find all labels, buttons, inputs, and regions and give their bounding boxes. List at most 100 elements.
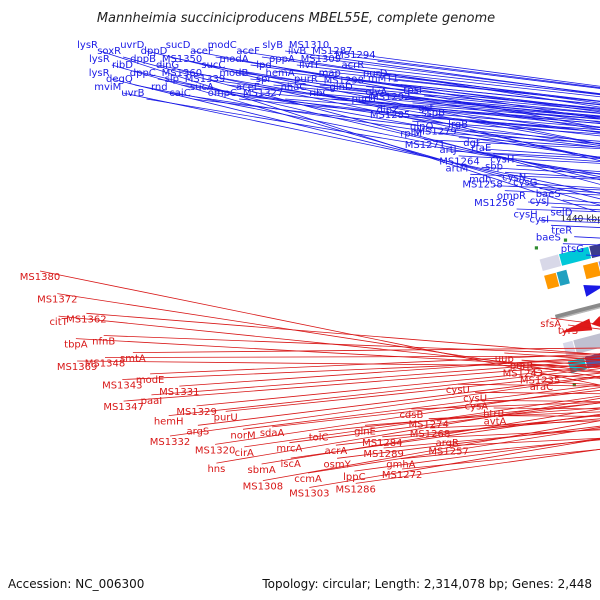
reverse-gene-label: MS1272 xyxy=(382,470,422,481)
forward-leader-line xyxy=(308,56,600,95)
reverse-gene-label: gmhA xyxy=(386,460,415,471)
forward-gene-label: dinG xyxy=(156,60,179,71)
forward-gene-label: nhaC xyxy=(281,82,307,93)
reverse-gene-label: MS1320 xyxy=(195,445,235,456)
forward-leader-line xyxy=(319,70,600,102)
forward-gene-label: ribD xyxy=(112,60,133,71)
reverse-gene-label: cirA xyxy=(235,448,254,459)
forward-gene-label: ptsG xyxy=(561,244,584,255)
forward-gene-label: dppB xyxy=(130,54,156,65)
reverse-leader-line xyxy=(215,387,600,445)
forward-leader-line xyxy=(261,56,600,104)
forward-gene-label: purR xyxy=(294,74,318,85)
reverse-gene-label: MS1284 xyxy=(362,438,402,449)
forward-leader-line xyxy=(354,92,600,114)
forward-leader-line xyxy=(377,60,600,89)
reverse-gene-label: MS1331 xyxy=(159,387,199,398)
reverse-leader-line xyxy=(355,448,600,484)
reverse-leader-line xyxy=(402,448,600,470)
reverse-gene-label: tbpA xyxy=(64,340,88,351)
forward-gene-label: dgt xyxy=(463,138,480,149)
forward-gene-label: dppD xyxy=(141,46,168,57)
map-title: Mannheimia succiniciproducens MBEL55E, c… xyxy=(97,11,495,26)
reverse-leader-line xyxy=(122,358,600,380)
forward-leader-line xyxy=(377,104,600,122)
forward-gene-label: spr xyxy=(256,74,273,85)
forward-gene-label: dppC xyxy=(130,68,156,79)
forward-leader-line xyxy=(134,70,600,181)
reverse-gene-label: acrA xyxy=(325,446,348,457)
reverse-gene-label: iscA xyxy=(281,459,301,470)
forward-gene-label: MS1360 xyxy=(162,68,202,79)
reverse-leader-line xyxy=(411,401,600,410)
reverse-gene-label: ccmA xyxy=(294,474,322,485)
forward-gene-label: slp xyxy=(165,74,179,85)
reverse-gene-label: mrcA xyxy=(276,444,302,455)
reverse-leader-line xyxy=(86,312,600,355)
forward-leader-line xyxy=(146,98,600,175)
gene-arrow xyxy=(591,316,600,327)
reverse-gene-label: glnE xyxy=(354,426,376,437)
reverse-leader-line xyxy=(318,402,600,432)
forward-gene-label: MS1271 xyxy=(405,140,445,151)
reverse-gene-label: MS1372 xyxy=(37,295,77,306)
forward-gene-label: purD xyxy=(363,69,388,80)
forward-gene-label: ompC xyxy=(208,88,237,99)
reverse-gene-label: sbmA xyxy=(248,465,276,476)
kbp-ticks: 1440 kbp1420 kbp1400 kbp1380 kbp1360 kbp… xyxy=(560,215,600,225)
reverse-gene-label: MS1243 xyxy=(503,368,543,379)
forward-leader-line xyxy=(273,70,600,110)
forward-gene-label: rplM xyxy=(400,129,422,140)
reverse-gene-label: MS1380 xyxy=(20,272,60,283)
reverse-gene-label: uup xyxy=(495,354,514,365)
forward-gene-label: MS1292 xyxy=(370,92,410,103)
forward-gene-label: uvrB xyxy=(121,88,144,99)
reverse-gene-label: sfsA xyxy=(540,319,561,330)
feature-track xyxy=(534,238,568,250)
reverse-leader-line xyxy=(150,353,600,375)
reverse-gene-label: MS1235 xyxy=(520,375,560,386)
reverse-gene-label: argS xyxy=(187,426,210,437)
forward-gene-label: lysR xyxy=(77,40,98,51)
reverse-gene-label: MS1286 xyxy=(335,484,375,495)
reverse-gene-label: MS1268 xyxy=(410,429,450,440)
forward-gene-label: modC xyxy=(208,40,237,51)
feature-block xyxy=(539,254,562,271)
forward-gene-label: oppA xyxy=(269,54,295,65)
forward-leader-line xyxy=(285,98,600,124)
forward-gene-label: MS1287 xyxy=(312,46,352,57)
forward-leader-line xyxy=(285,50,600,95)
forward-gene-label: lpd xyxy=(256,60,271,71)
reverse-gene-label: cdsB xyxy=(399,410,423,421)
gc-dot xyxy=(572,383,576,387)
reverse-gene-label: MS1332 xyxy=(150,437,190,448)
forward-gene-label: MS1310 xyxy=(289,40,329,51)
forward-leader-line xyxy=(366,70,600,98)
reverse-gene-label: cysU xyxy=(446,385,470,396)
reverse-leader-line xyxy=(309,438,600,488)
forward-gene-label: artM xyxy=(446,163,469,174)
forward-leader-line xyxy=(365,86,600,109)
accession-text: Accession: NC_006300 xyxy=(8,577,144,591)
reverse-leader-line xyxy=(261,408,600,465)
forward-gene-label: map xyxy=(319,68,341,79)
reverse-gene-label: nfnB xyxy=(92,337,115,348)
forward-leader-line xyxy=(319,84,600,111)
forward-leader-line xyxy=(250,64,600,113)
forward-leader-line xyxy=(123,92,600,194)
forward-leader-line xyxy=(308,92,600,118)
feature-block xyxy=(544,272,560,290)
forward-gene-label: MS1294 xyxy=(335,50,375,61)
forward-gene-label: hemA xyxy=(266,68,295,79)
forward-gene-label: sspB xyxy=(421,108,445,119)
reverse-gene-label: purU xyxy=(214,412,238,423)
reverse-gene-label: paaI xyxy=(141,396,163,407)
reverse-gene-label: MS1343 xyxy=(102,381,142,392)
reverse-leader-line xyxy=(364,407,600,426)
reverse-gene-label: MS1289 xyxy=(363,449,403,460)
forward-leader-line xyxy=(400,115,600,131)
forward-gene-label: mviM xyxy=(94,82,121,93)
reverse-gene-label: hns xyxy=(207,464,225,475)
reverse-leader-line xyxy=(77,360,600,367)
forward-gene-label: ilvH xyxy=(299,60,318,71)
